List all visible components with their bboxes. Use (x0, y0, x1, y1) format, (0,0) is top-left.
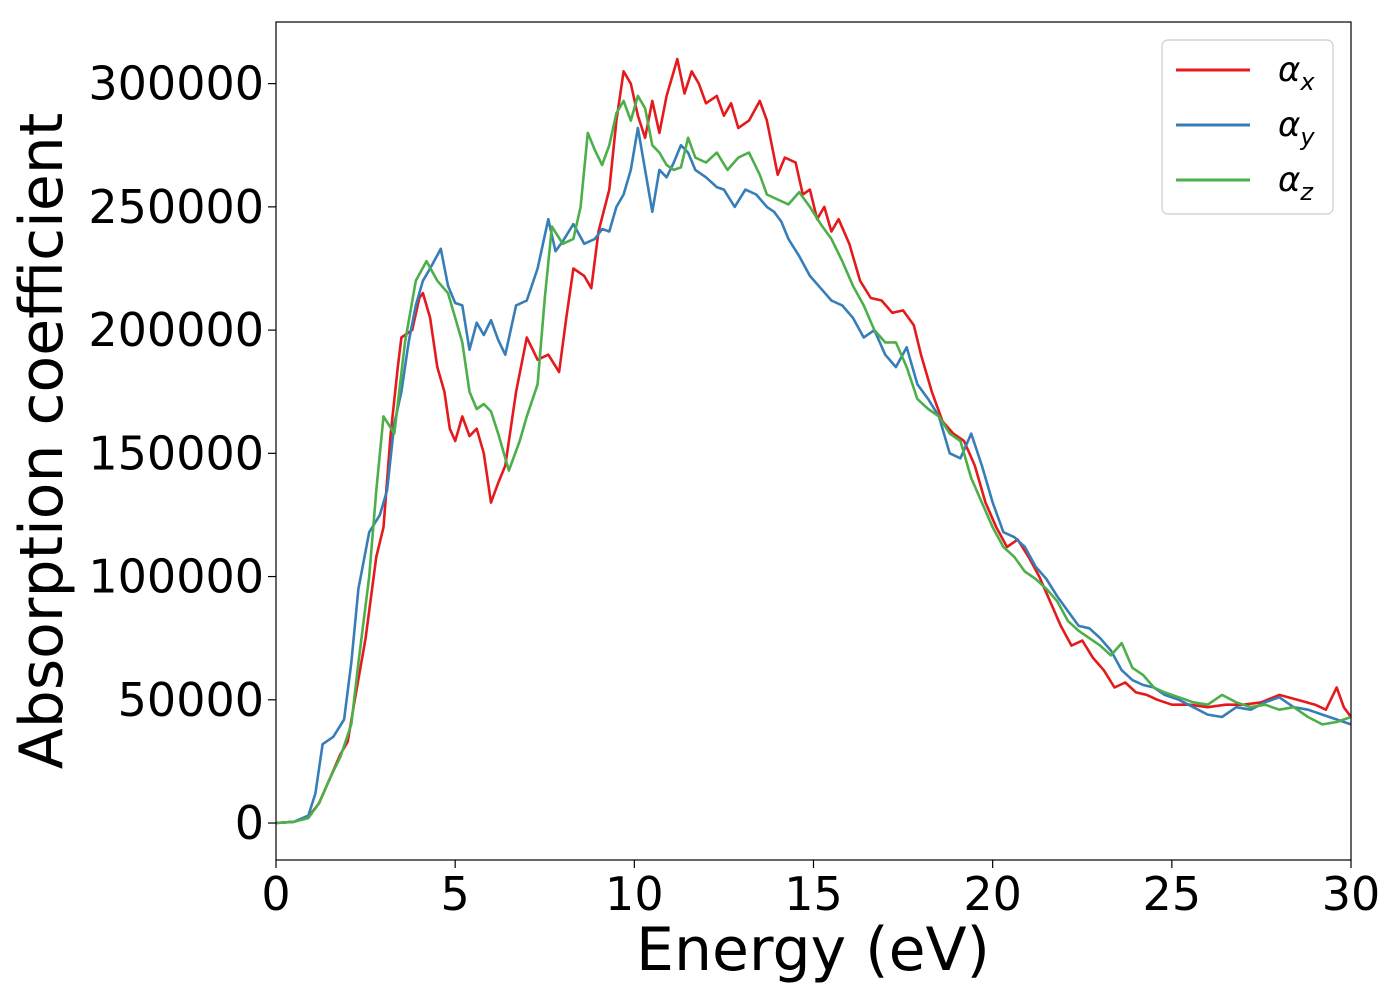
legend-box (1161, 39, 1334, 215)
legend-label: αx (1278, 50, 1315, 96)
x-tick-label: 30 (1322, 867, 1381, 921)
x-tick-label: 10 (605, 867, 664, 921)
y-tick-label: 0 (235, 796, 264, 850)
legend-label: αz (1278, 160, 1314, 206)
series-line-1 (275, 57, 1353, 825)
series-layer (275, 57, 1353, 825)
y-tick-label: 50000 (118, 673, 264, 727)
legend-label: αy (1278, 105, 1315, 151)
y-axis-title: Absorption coefficient (7, 113, 77, 770)
y-tick-label: 300000 (88, 57, 264, 111)
x-tick-label: 0 (261, 867, 290, 921)
x-axis: 0 5 10 15 20 25 30 (261, 860, 1380, 921)
y-tick-label: 250000 (88, 180, 264, 234)
x-tick-label: 15 (784, 867, 843, 921)
x-tick-label: 25 (1143, 867, 1202, 921)
y-tick-label: 100000 (88, 550, 264, 604)
y-tick-label: 200000 (88, 303, 264, 357)
x-tick-label: 5 (441, 867, 470, 921)
y-tick-label: 150000 (88, 426, 264, 480)
series-line-2 (275, 126, 1352, 825)
y-axis: 0 50000 100000 150000 200000 250000 300000 (88, 57, 276, 850)
series-line-3 (275, 94, 1352, 825)
x-tick-label: 20 (963, 867, 1022, 921)
x-axis-title: Energy (eV) (636, 915, 990, 985)
legend: αx αy αz (1161, 39, 1334, 215)
